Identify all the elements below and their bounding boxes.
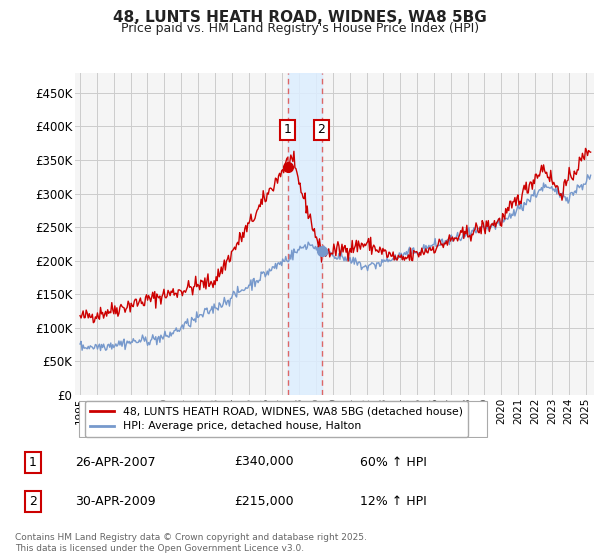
- Text: £340,000: £340,000: [234, 455, 293, 469]
- Text: Contains HM Land Registry data © Crown copyright and database right 2025.
This d: Contains HM Land Registry data © Crown c…: [15, 533, 367, 553]
- Text: £215,000: £215,000: [234, 494, 293, 508]
- Legend: 48, LUNTS HEATH ROAD, WIDNES, WA8 5BG (detached house), HPI: Average price, deta: 48, LUNTS HEATH ROAD, WIDNES, WA8 5BG (d…: [85, 401, 468, 437]
- Text: 26-APR-2007: 26-APR-2007: [75, 455, 155, 469]
- Text: 1: 1: [284, 123, 292, 136]
- Bar: [287, 73, 322, 395]
- Text: 1: 1: [29, 455, 37, 469]
- Text: 12% ↑ HPI: 12% ↑ HPI: [360, 494, 427, 508]
- Text: 48, LUNTS HEATH ROAD, WIDNES, WA8 5BG: 48, LUNTS HEATH ROAD, WIDNES, WA8 5BG: [113, 10, 487, 25]
- Text: 30-APR-2009: 30-APR-2009: [75, 494, 155, 508]
- Text: 60% ↑ HPI: 60% ↑ HPI: [360, 455, 427, 469]
- Text: Price paid vs. HM Land Registry's House Price Index (HPI): Price paid vs. HM Land Registry's House …: [121, 22, 479, 35]
- Text: 2: 2: [317, 123, 325, 136]
- Text: 2: 2: [29, 494, 37, 508]
- FancyBboxPatch shape: [79, 401, 487, 437]
